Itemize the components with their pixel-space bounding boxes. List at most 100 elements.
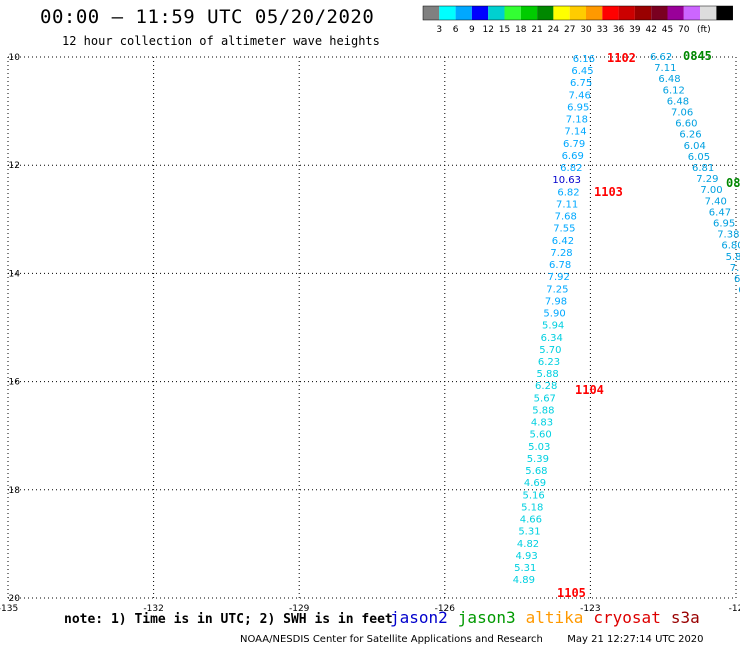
swh-value-right: 6.62 bbox=[650, 52, 672, 63]
swh-value: 6.95 bbox=[567, 102, 589, 113]
scale-tick-label: 12 bbox=[482, 25, 493, 35]
swh-value-right: 6.60 bbox=[675, 119, 697, 130]
legend-item-altika: altika bbox=[525, 608, 584, 627]
footer-note: note: 1) Time is in UTC; 2) SWH is in fe… bbox=[64, 612, 393, 627]
swh-value: 6.45 bbox=[571, 66, 593, 77]
satellite-legend: jason2 jason3 altika cryosat s3a bbox=[390, 608, 710, 627]
scale-tick-label: 9 bbox=[469, 25, 475, 35]
swh-value-right: 7.38 bbox=[717, 230, 739, 241]
swh-value: 5.18 bbox=[521, 502, 543, 513]
credit-text: NOAA/NESDIS Center for Satellite Applica… bbox=[240, 634, 543, 645]
swh-value: 4.69 bbox=[524, 478, 546, 489]
pass-time-label: 1104 bbox=[575, 383, 604, 397]
swh-value: 5.68 bbox=[525, 466, 547, 477]
swh-value-right: 7.11 bbox=[654, 63, 676, 74]
scale-swatch bbox=[634, 6, 652, 20]
scale-swatch bbox=[488, 6, 505, 20]
swh-value: 6.78 bbox=[549, 260, 571, 271]
swh-value-right: 6.48 bbox=[667, 96, 689, 107]
scale-swatch bbox=[553, 6, 570, 20]
swh-value: 10.63 bbox=[552, 175, 581, 186]
scale-swatch bbox=[455, 6, 472, 20]
legend-item-cryosat: cryosat bbox=[593, 608, 661, 627]
swh-value: 4.82 bbox=[517, 539, 539, 550]
swh-value: 6.23 bbox=[538, 357, 560, 368]
lat-tick-label: 18 bbox=[9, 486, 21, 496]
scale-swatch bbox=[667, 6, 684, 20]
scale-tick-label: 45 bbox=[662, 25, 673, 35]
swh-value-right: 6.2 bbox=[734, 274, 740, 285]
swh-value: 5.67 bbox=[534, 393, 556, 404]
swh-value-right: 6.05 bbox=[688, 152, 710, 163]
swh-value: 6.82 bbox=[557, 187, 579, 198]
swh-value: 4.89 bbox=[513, 575, 535, 586]
lat-tick-label: 14 bbox=[9, 269, 21, 279]
scale-tick-label: 18 bbox=[515, 25, 527, 35]
scale-tick-label: 27 bbox=[564, 25, 575, 35]
swh-value-right: 6.95 bbox=[713, 219, 735, 230]
swh-value: 5.31 bbox=[514, 563, 536, 574]
swh-value: 6.16 bbox=[573, 54, 595, 65]
lon-tick-label: -123 bbox=[580, 604, 600, 614]
legend-item-jason3: jason3 bbox=[457, 608, 516, 627]
scale-tick-label: 30 bbox=[580, 25, 592, 35]
swh-value: 7.68 bbox=[555, 212, 577, 223]
swh-value-right: 7.40 bbox=[705, 196, 727, 207]
swh-value-right: 7.06 bbox=[671, 108, 693, 119]
lat-tick-label: 12 bbox=[9, 161, 20, 171]
scale-tick-label: 36 bbox=[613, 25, 625, 35]
pass-time-label: 1105 bbox=[557, 586, 586, 600]
swh-value-right: 6.12 bbox=[663, 85, 685, 96]
scale-swatch bbox=[618, 6, 635, 20]
scale-swatch bbox=[569, 6, 586, 20]
scale-swatch bbox=[504, 6, 521, 20]
swh-value: 7.98 bbox=[545, 296, 567, 307]
swh-value: 5.16 bbox=[523, 490, 545, 501]
swh-value-right: 6.04 bbox=[684, 141, 706, 152]
swh-value-right: 6. bbox=[738, 285, 740, 296]
map-title: 00:00 — 11:59 UTC 05/20/2020 bbox=[40, 6, 375, 28]
scale-swatch bbox=[471, 6, 489, 20]
credit-line: NOAA/NESDIS Center for Satellite Applica… bbox=[240, 634, 704, 645]
lon-tick-label: -126 bbox=[435, 604, 456, 614]
scale-unit: (ft) bbox=[697, 25, 711, 35]
swh-value: 7.18 bbox=[566, 115, 588, 126]
scale-tick-label: 6 bbox=[453, 25, 459, 35]
swh-value-right: 5.89 bbox=[726, 252, 740, 263]
swh-value: 7.46 bbox=[569, 90, 591, 101]
swh-value: 7.92 bbox=[548, 272, 570, 283]
swh-value: 7.11 bbox=[556, 199, 578, 210]
swh-value: 6.42 bbox=[552, 236, 574, 247]
scale-swatch bbox=[683, 6, 701, 20]
scale-swatch bbox=[520, 6, 538, 20]
swh-value: 5.70 bbox=[539, 345, 561, 356]
swh-value: 6.79 bbox=[563, 139, 585, 150]
swh-value-right: 6.81 bbox=[692, 163, 714, 174]
swh-value: 7.14 bbox=[564, 127, 586, 138]
scale-swatch bbox=[423, 6, 440, 20]
swh-value: 7.55 bbox=[553, 224, 575, 235]
scale-swatch bbox=[651, 6, 668, 20]
swh-value-right: 7.09 bbox=[730, 263, 740, 274]
pass-time-label: 1103 bbox=[594, 185, 623, 199]
pass-time-label: 1102 bbox=[607, 51, 636, 65]
scale-swatch bbox=[439, 6, 456, 20]
lat-tick-label: 10 bbox=[9, 53, 21, 63]
lat-tick-label: 16 bbox=[9, 378, 21, 388]
scale-swatch bbox=[537, 6, 554, 20]
lon-tick-label: -132 bbox=[143, 604, 163, 614]
swh-value-right: 6.48 bbox=[658, 74, 680, 85]
credit-timestamp: May 21 12:27:14 UTC 2020 bbox=[567, 634, 704, 645]
scale-tick-label: 39 bbox=[629, 25, 641, 35]
swh-value: 5.60 bbox=[529, 430, 551, 441]
swh-value: 6.82 bbox=[560, 163, 582, 174]
swh-value: 5.94 bbox=[542, 321, 564, 332]
scale-tick-label: 24 bbox=[548, 25, 560, 35]
swh-value: 6.69 bbox=[562, 151, 584, 162]
pass-time-label: 0845 bbox=[683, 49, 712, 63]
swh-value-right: 7.00 bbox=[700, 185, 722, 196]
lon-tick-label: -12 bbox=[729, 604, 740, 614]
lat-tick-label: 20 bbox=[9, 594, 21, 604]
scale-swatch bbox=[700, 6, 717, 20]
